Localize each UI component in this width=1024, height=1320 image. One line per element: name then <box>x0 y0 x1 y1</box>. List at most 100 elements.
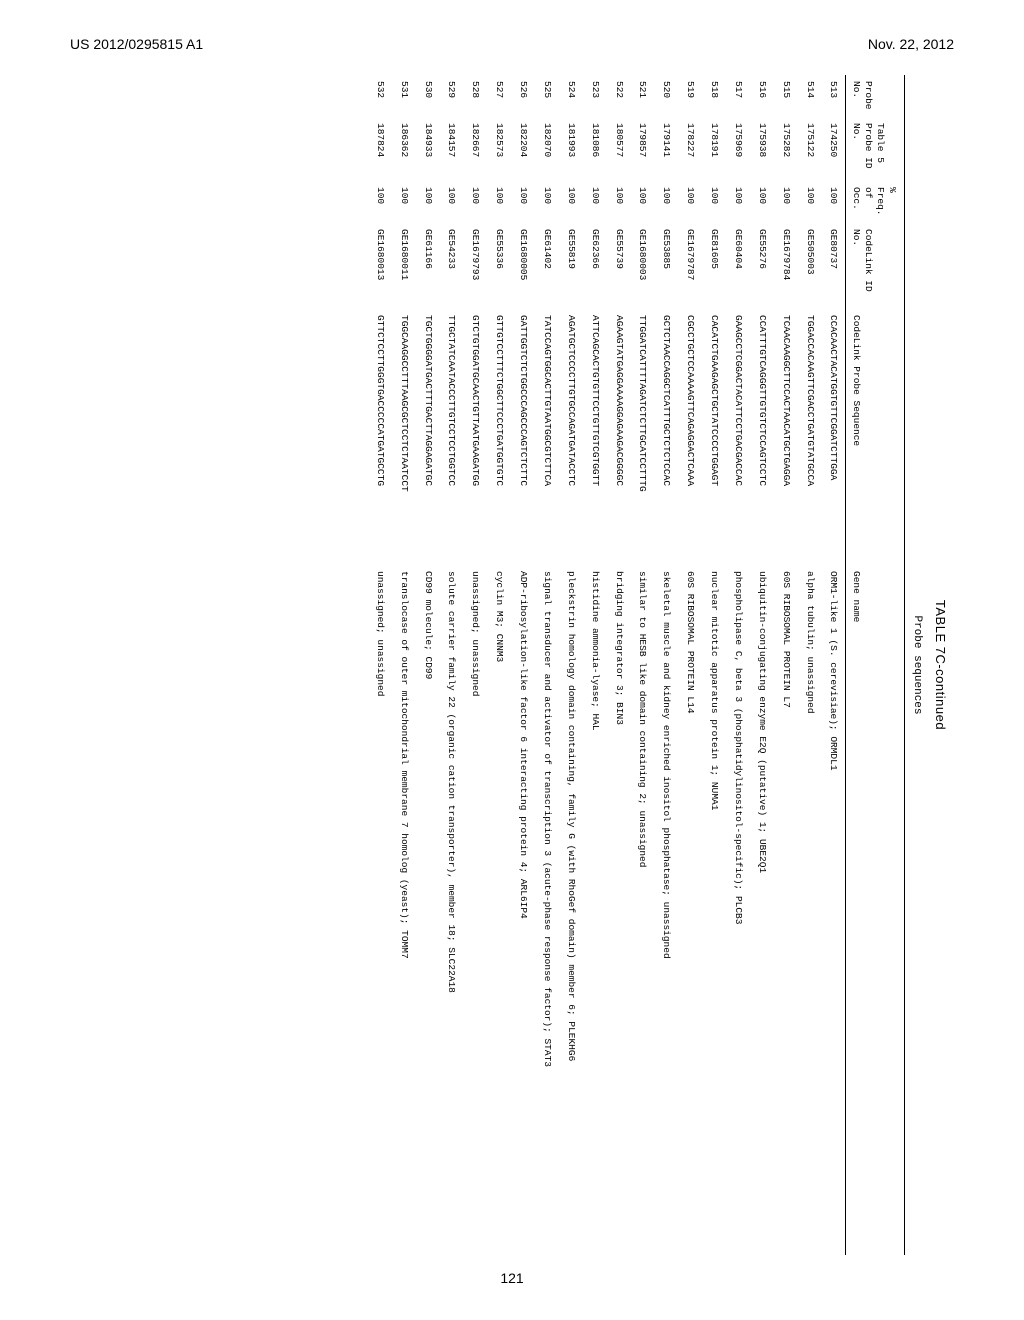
table-cell: 518 <box>702 75 726 117</box>
table-cell: histidine ammonia-lyase; HAL <box>583 565 607 1255</box>
table-cell: CD99 molecule; CD99 <box>416 565 440 1255</box>
table-cell: TATCCAGTGGCACTTGTAATGGCGTCTTCA <box>535 309 559 565</box>
table-cell: 182667 <box>464 117 488 181</box>
table-cell: 178227 <box>678 117 702 181</box>
table-cell: GE54233 <box>440 223 464 309</box>
table-cell: 100 <box>655 181 679 223</box>
table-row: 518178191100GE81605CACATCTGAAGAGCTGCTATC… <box>702 75 726 1255</box>
table-row: 527182573100GE55336GTTGTCCTTTCTGGCTTCCCT… <box>487 75 511 1255</box>
table-cell: 531 <box>392 75 416 117</box>
table-subcaption: Probe sequences <box>911 75 923 1255</box>
table-cell: CCACAACTACATGGTGTTCGGATCTTGGA <box>822 309 846 565</box>
table-cell: ubiquitin-conjugating enzyme E2Q (putati… <box>750 565 774 1255</box>
page: US 2012/0295815 A1 Nov. 22, 2012 121 TAB… <box>0 0 1024 1320</box>
table-cell: alpha tubulin; unassigned <box>798 565 822 1255</box>
table-row: 530184933100GE61166TGCTGGGGATGACTTTGACTT… <box>416 75 440 1255</box>
table-cell: GE1679784 <box>774 223 798 309</box>
table-cell: GE53885 <box>655 223 679 309</box>
table-cell: GE61402 <box>535 223 559 309</box>
table-cell: 186362 <box>392 117 416 181</box>
table-cell: 100 <box>368 181 392 223</box>
table-cell: 524 <box>559 75 583 117</box>
table-row: 514175122100GE505003TGGACCACAAGTTCGACCTG… <box>798 75 822 1255</box>
table-cell: 100 <box>464 181 488 223</box>
table-cell: GTCTGTGGATGCAACTGTTAATGAAGATGG <box>464 309 488 565</box>
table-row: 532187824100GE1680013GTTCTCCTTGGGTGACCCC… <box>368 75 392 1255</box>
table-cell: 100 <box>822 181 846 223</box>
table-cell: phospholipase C, beta 3 (phosphatidylino… <box>726 565 750 1255</box>
col-probe-seq: CodeLink Probe Sequence <box>846 309 902 565</box>
table-cell: 100 <box>559 181 583 223</box>
table-cell: solute carrier family 22 (organic cation… <box>440 565 464 1255</box>
table-cell: GE1679787 <box>678 223 702 309</box>
table-cell: GTTCTCCTTGGGTGACCCCCATGATGCCTG <box>368 309 392 565</box>
table-cell: 527 <box>487 75 511 117</box>
table-row: 524181993100GE55819AGATGCTCCCCTTGTGCCAGA… <box>559 75 583 1255</box>
table-cell: similar to HESB like domain containing 2… <box>631 565 655 1255</box>
table-cell: nuclear mitotic apparatus protein 1; NUM… <box>702 565 726 1255</box>
table-cell: 182070 <box>535 117 559 181</box>
table-row: 521179857100GE1680003TTGGATCATTTTAGATCTC… <box>631 75 655 1255</box>
table-cell: GE80737 <box>822 223 846 309</box>
table-cell: GE61166 <box>416 223 440 309</box>
table-header-row: Probe No. Table 5 Probe ID No. % Freq. o… <box>846 75 902 1255</box>
table-cell: 184933 <box>416 117 440 181</box>
table-cell: 100 <box>583 181 607 223</box>
table-cell: 100 <box>607 181 631 223</box>
table-cell: 513 <box>822 75 846 117</box>
table-cell: 179141 <box>655 117 679 181</box>
table-cell: 523 <box>583 75 607 117</box>
table-cell: 182204 <box>511 117 535 181</box>
table-cell: 175282 <box>774 117 798 181</box>
col-table5-probe-id: Table 5 Probe ID No. <box>846 117 902 181</box>
table-cell: pleckstrin homology domain containing, f… <box>559 565 583 1255</box>
table-cell: GE1680013 <box>368 223 392 309</box>
table-cell: 60S RIBOSOMAL PROTEIN L7 <box>774 565 798 1255</box>
table-cell: 100 <box>392 181 416 223</box>
table-cell: 180577 <box>607 117 631 181</box>
table-cell: 100 <box>750 181 774 223</box>
table-row: 516175938100GE55276CCATTTGTCAGGGTTGTGTCT… <box>750 75 774 1255</box>
table-row: 513174250100GE80737CCACAACTACATGGTGTTCGG… <box>822 75 846 1255</box>
table-cell: GAAGCCTCGGACTACATTCCTGACGACCAC <box>726 309 750 565</box>
table-cell: GE55739 <box>607 223 631 309</box>
table-cell: 100 <box>798 181 822 223</box>
table-cell: AGATGCTCCCCTTGTGCCAGATGATACCTC <box>559 309 583 565</box>
table-cell: GE55336 <box>487 223 511 309</box>
table-row: 523181086100GE62366ATTCAGCACTGTGTTCCTGTT… <box>583 75 607 1255</box>
table-cell: 178191 <box>702 117 726 181</box>
table-cell: 532 <box>368 75 392 117</box>
table-cell: 526 <box>511 75 535 117</box>
table-cell: 100 <box>511 181 535 223</box>
table-cell: 187824 <box>368 117 392 181</box>
table-cell: GE81605 <box>702 223 726 309</box>
table-cell: AGAAGTATGAGGAAAAGGAGAAGACGGGGC <box>607 309 631 565</box>
header-left: US 2012/0295815 A1 <box>70 36 203 52</box>
table-cell: 100 <box>702 181 726 223</box>
col-gene-name: Gene name <box>846 565 902 1255</box>
table-cell: TTGGATCATTTTAGATCTCTTGCATCCTTTG <box>631 309 655 565</box>
table-cell: GE1680005 <box>511 223 535 309</box>
table-cell: unassigned; unassigned <box>464 565 488 1255</box>
col-codelink-id: CodeLink ID No. <box>846 223 902 309</box>
table-cell: CCATTTGTCAGGGTTGTGTCTCCAGTCCTC <box>750 309 774 565</box>
table-cell: 175969 <box>726 117 750 181</box>
table-cell: 179857 <box>631 117 655 181</box>
table-cell: GE1680011 <box>392 223 416 309</box>
table-cell: TGCTGGGGATGACTTTGACTTAGGAGATGC <box>416 309 440 565</box>
rotated-table-wrapper: TABLE 7C-continued Probe sequences Probe… <box>70 75 954 1255</box>
table-cell: 100 <box>774 181 798 223</box>
table-cell: 519 <box>678 75 702 117</box>
table-cell: 174250 <box>822 117 846 181</box>
table-cell: 525 <box>535 75 559 117</box>
table-cell: 100 <box>678 181 702 223</box>
table-cell: TGGACCACAAGTTCGACCTGATGTATGCCA <box>798 309 822 565</box>
table-cell: TCAACAAGGCTTCCACTAACATGCTGAGGA <box>774 309 798 565</box>
table-cell: 184157 <box>440 117 464 181</box>
table-cell: 528 <box>464 75 488 117</box>
table-cell: 530 <box>416 75 440 117</box>
table-cell: ATTCAGCACTGTGTTCCTGTTGTCGTGGTT <box>583 309 607 565</box>
table-cell: TTGCTATCAATACCCTTGTCCTCCTGGTCC <box>440 309 464 565</box>
table-cell: 514 <box>798 75 822 117</box>
table-cell: 175122 <box>798 117 822 181</box>
